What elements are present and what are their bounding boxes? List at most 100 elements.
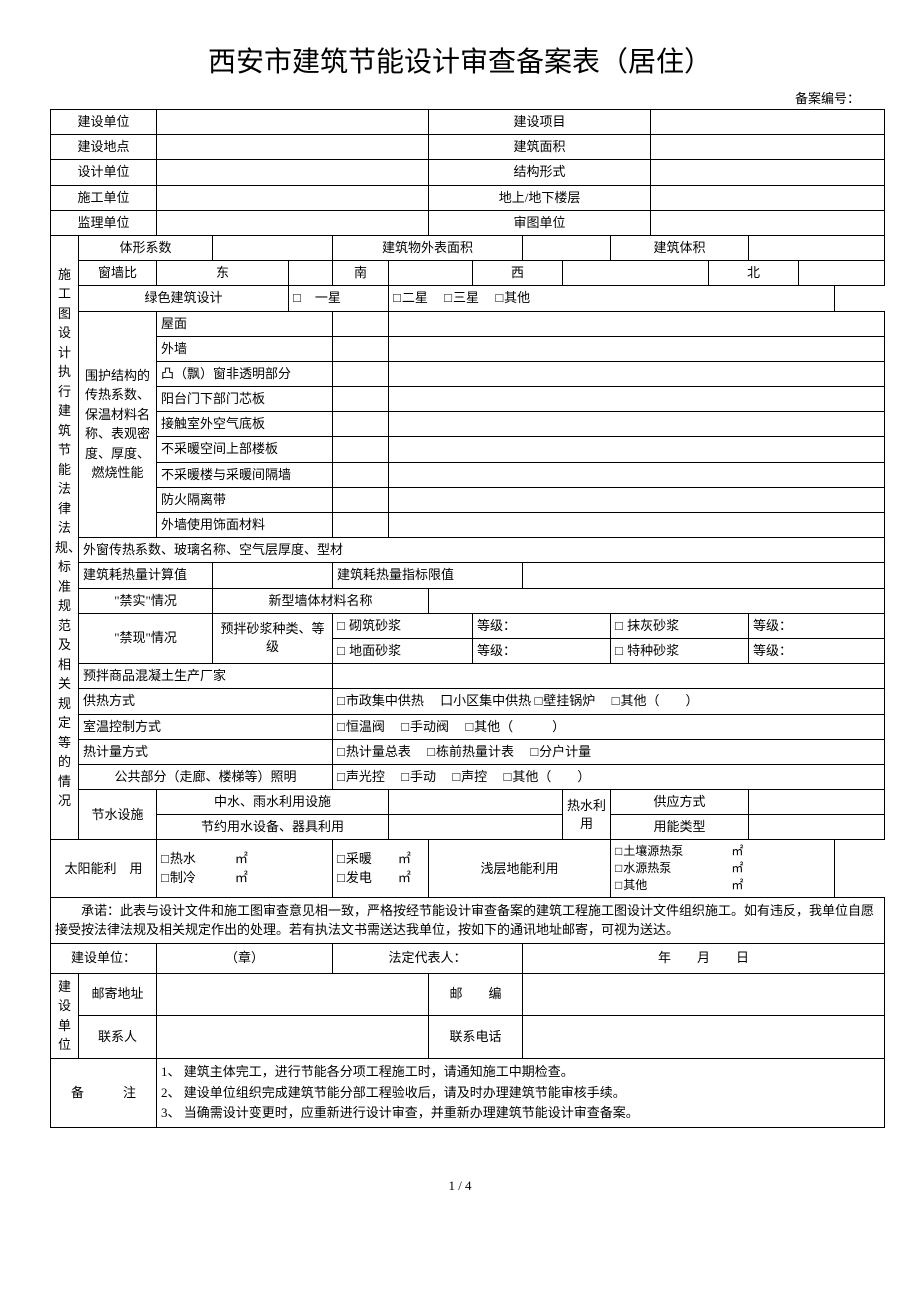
field-phone[interactable] [523, 1016, 885, 1059]
check-stars-rest[interactable]: 二星 三星 其他 [389, 286, 835, 311]
field-dev-unit[interactable] [157, 110, 429, 135]
field-floors[interactable] [651, 185, 885, 210]
field-project[interactable] [651, 110, 885, 135]
label-geo: 浅层地能利用 [429, 840, 611, 897]
field-facing-a[interactable] [333, 513, 389, 538]
field-supervision-unit[interactable] [157, 210, 429, 235]
label-balcony-door: 阳台门下部门芯板 [157, 387, 333, 412]
field-area[interactable] [651, 135, 885, 160]
field-heat-limit[interactable] [523, 563, 885, 588]
label-concrete: 预拌商品混凝土生产厂家 [79, 664, 333, 689]
label-grade-4: 等级： [749, 638, 885, 663]
label-device: 节约用水设备、器具利用 [157, 815, 389, 840]
field-west[interactable] [563, 261, 709, 286]
field-south[interactable] [389, 261, 473, 286]
field-supply[interactable] [749, 790, 885, 815]
label-volume: 建筑体积 [611, 235, 749, 260]
label-new-wall: 新型墙体材料名称 [213, 588, 429, 613]
field-east[interactable] [289, 261, 333, 286]
field-unheated-top-b[interactable] [389, 437, 885, 462]
label-grade-1: 等级： [473, 613, 611, 638]
field-mail-addr[interactable] [157, 973, 429, 1016]
field-device[interactable] [389, 815, 563, 840]
row-signature: 建设单位： （章） 法定代表人： 年 月 日 [51, 943, 885, 973]
label-north: 北 [709, 261, 799, 286]
field-lighting[interactable]: 声光控 手动 声控 其他（ ） [333, 764, 885, 789]
field-partition-a[interactable] [333, 462, 389, 487]
field-concrete[interactable] [333, 664, 885, 689]
field-shape-coef[interactable] [213, 235, 333, 260]
label-west: 西 [473, 261, 563, 286]
field-design-unit[interactable] [157, 160, 429, 185]
commitment-text: 承诺：此表与设计文件和施工图审查意见相一致，严格按经节能设计审查备案的建筑工程施… [51, 897, 885, 943]
field-location[interactable] [157, 135, 429, 160]
geo-options[interactable]: 土壤源热泵 ㎡ 水源热泵 ㎡ 其他 ㎡ [611, 840, 835, 897]
row-water-2: 节约用水设备、器具利用 用能类型 [51, 815, 885, 840]
field-review-unit[interactable] [651, 210, 885, 235]
label-unheated-top: 不采暖空间上部楼板 [157, 437, 333, 462]
label-fire-barrier: 防火隔离带 [157, 487, 333, 512]
label-supervision-unit: 监理单位 [51, 210, 157, 235]
label-mail-addr: 邮寄地址 [79, 973, 157, 1016]
field-baywindow-b[interactable] [389, 361, 885, 386]
label-south: 南 [333, 261, 389, 286]
field-construction-unit[interactable] [157, 185, 429, 210]
row-solar-geo: 太阳能利 用 热水 ㎡ 制冷 ㎡ 采暖 ㎡ 发电 ㎡ 浅层地能利用 土壤源热泵 … [51, 840, 885, 897]
field-wall-a[interactable] [333, 336, 389, 361]
label-wall: 外墙 [157, 336, 333, 361]
field-heating[interactable]: 市政集中供热 口小区集中供热 壁挂锅炉 其他（ ） [333, 689, 885, 714]
label-phone: 联系电话 [429, 1016, 523, 1059]
check-floor-mortar[interactable]: 地面砂浆 [333, 638, 473, 663]
solar-options-1[interactable]: 热水 ㎡ 制冷 ㎡ [157, 840, 333, 897]
row-design-unit: 设计单位 结构形式 [51, 160, 885, 185]
field-meter[interactable]: 热计量总表 栋前热量计表 分户计量 [333, 739, 885, 764]
field-roof-a[interactable] [333, 311, 389, 336]
field-fire-a[interactable] [333, 487, 389, 512]
field-air-a[interactable] [333, 412, 389, 437]
field-structure[interactable] [651, 160, 885, 185]
label-green: 绿色建筑设计 [79, 286, 289, 311]
row-shape: 施工图设计执行建筑节能法律法规、标准规范及相关规定等的情况 体形系数 建筑物外表… [51, 235, 885, 260]
row-window-wall: 窗墙比 东 南 西 北 [51, 261, 885, 286]
field-balcony-b[interactable] [389, 387, 885, 412]
field-balcony-a[interactable] [333, 387, 389, 412]
side-label-design-compliance: 施工图设计执行建筑节能法律法规、标准规范及相关规定等的情况 [51, 235, 79, 840]
row-mail-addr: 建设单位 邮寄地址 邮 编 [51, 973, 885, 1016]
field-facing-b[interactable] [389, 513, 885, 538]
field-zip[interactable] [523, 973, 885, 1016]
field-reclaim[interactable] [389, 790, 563, 815]
label-surface-area: 建筑物外表面积 [333, 235, 523, 260]
field-partition-b[interactable] [389, 462, 885, 487]
field-roof-b[interactable] [389, 311, 885, 336]
label-water-save: 节水设施 [79, 790, 157, 840]
check-star1[interactable]: 一星 [289, 286, 389, 311]
label-grade-2: 等级： [749, 613, 885, 638]
field-wall-b[interactable] [389, 336, 885, 361]
row-room-temp: 室温控制方式 恒温阀 手动阀 其他（ ） [51, 714, 885, 739]
field-air-b[interactable] [389, 412, 885, 437]
field-volume[interactable] [749, 235, 885, 260]
field-contact[interactable] [157, 1016, 429, 1059]
label-dev-sig: 建设单位： [51, 943, 157, 973]
field-room-temp[interactable]: 恒温阀 手动阀 其他（ ） [333, 714, 885, 739]
label-room-temp: 室温控制方式 [79, 714, 333, 739]
field-unheated-top-a[interactable] [333, 437, 389, 462]
field-new-wall[interactable] [429, 588, 885, 613]
label-unheated-partition: 不采暖楼与采暖间隔墙 [157, 462, 333, 487]
label-mortar-mix: 预拌砂浆种类、等级 [213, 613, 333, 663]
solar-options-2[interactable]: 采暖 ㎡ 发电 ㎡ [333, 840, 429, 897]
check-special[interactable]: 特种砂浆 [611, 638, 749, 663]
field-surface-area[interactable] [523, 235, 611, 260]
row-location: 建设地点 建筑面积 [51, 135, 885, 160]
field-north[interactable] [799, 261, 885, 286]
label-air-floor: 接触室外空气底板 [157, 412, 333, 437]
field-baywindow-a[interactable] [333, 361, 389, 386]
label-review-unit: 审图单位 [429, 210, 651, 235]
notes-content: 1、 建筑主体完工，进行节能各分项工程施工时，请通知施工中期检查。 2、 建设单… [157, 1058, 885, 1127]
label-notes: 备 注 [51, 1058, 157, 1127]
check-plaster[interactable]: 抹灰砂浆 [611, 613, 749, 638]
field-heat-calc[interactable] [213, 563, 333, 588]
field-energy-type[interactable] [749, 815, 885, 840]
field-fire-b[interactable] [389, 487, 885, 512]
check-masonry[interactable]: 砌筑砂浆 [333, 613, 473, 638]
